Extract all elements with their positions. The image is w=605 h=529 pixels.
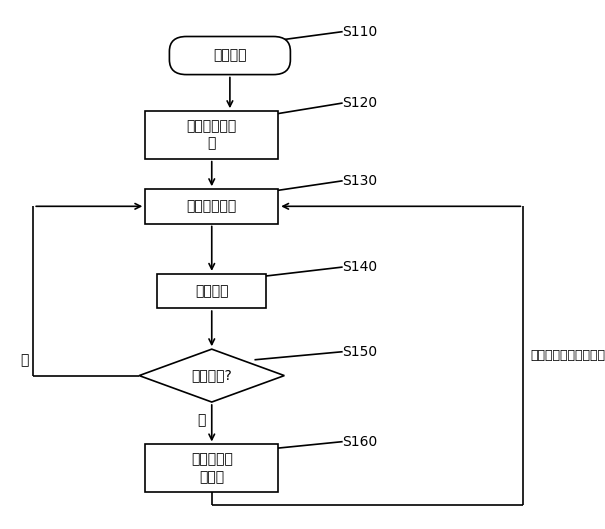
Text: 否: 否 xyxy=(20,353,28,367)
Bar xyxy=(145,111,278,159)
Text: 执行内存回
收算法: 执行内存回 收算法 xyxy=(191,452,233,484)
Polygon shape xyxy=(139,349,284,402)
Text: S160: S160 xyxy=(342,435,377,449)
Bar xyxy=(145,189,278,223)
Text: 内存不足?: 内存不足? xyxy=(191,369,232,382)
Bar xyxy=(145,444,278,492)
Text: S110: S110 xyxy=(342,25,377,39)
Text: S130: S130 xyxy=(342,174,377,188)
Text: S150: S150 xyxy=(342,345,377,359)
Bar xyxy=(157,274,266,308)
Text: 启动内存监听
器: 启动内存监听 器 xyxy=(186,119,237,151)
FancyBboxPatch shape xyxy=(169,37,290,75)
Text: 软件启动: 软件启动 xyxy=(213,49,247,62)
Text: 系统操作: 系统操作 xyxy=(195,284,229,298)
Text: 回收完成后继续监听内存: 回收完成后继续监听内存 xyxy=(531,349,605,362)
Text: S120: S120 xyxy=(342,96,377,110)
Text: 监听内存状态: 监听内存状态 xyxy=(186,199,237,213)
Text: S140: S140 xyxy=(342,260,377,274)
Text: 是: 是 xyxy=(197,414,206,427)
